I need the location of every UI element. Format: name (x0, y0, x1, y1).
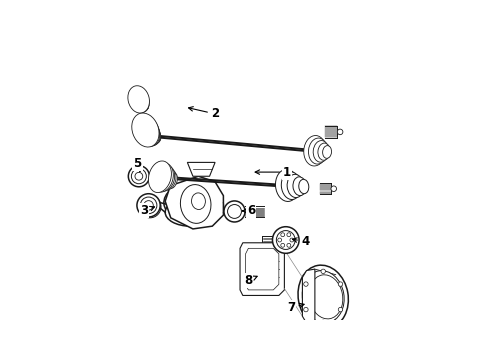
Ellipse shape (318, 143, 330, 160)
Ellipse shape (322, 145, 332, 158)
Ellipse shape (157, 166, 175, 191)
Ellipse shape (180, 185, 211, 223)
Circle shape (331, 186, 337, 192)
Ellipse shape (309, 275, 343, 319)
Text: 3: 3 (140, 204, 154, 217)
Text: 6: 6 (243, 204, 255, 217)
Ellipse shape (227, 204, 242, 219)
Circle shape (321, 320, 325, 325)
Ellipse shape (299, 179, 309, 194)
Ellipse shape (164, 182, 222, 221)
Circle shape (304, 282, 308, 286)
Circle shape (338, 282, 343, 286)
Text: 4: 4 (293, 235, 309, 248)
Circle shape (321, 269, 325, 274)
Ellipse shape (272, 227, 299, 253)
Ellipse shape (152, 163, 173, 192)
Ellipse shape (313, 140, 329, 162)
Ellipse shape (281, 172, 301, 199)
Circle shape (287, 243, 291, 247)
Ellipse shape (148, 161, 172, 193)
Ellipse shape (144, 201, 153, 210)
Ellipse shape (139, 196, 161, 218)
Circle shape (281, 243, 285, 247)
Ellipse shape (162, 169, 176, 190)
Polygon shape (187, 162, 215, 176)
Ellipse shape (224, 201, 245, 222)
Ellipse shape (167, 172, 177, 189)
Ellipse shape (298, 265, 348, 329)
Polygon shape (302, 269, 315, 325)
Circle shape (278, 238, 282, 242)
Text: 1: 1 (255, 166, 291, 179)
Ellipse shape (136, 94, 149, 111)
Ellipse shape (128, 86, 149, 113)
Circle shape (337, 129, 343, 135)
Ellipse shape (128, 166, 149, 187)
Text: 5: 5 (133, 157, 142, 171)
Ellipse shape (192, 193, 205, 210)
Polygon shape (240, 243, 284, 296)
Text: 7: 7 (287, 301, 304, 314)
Ellipse shape (146, 124, 160, 144)
Ellipse shape (304, 135, 326, 166)
Ellipse shape (141, 120, 160, 145)
Text: 2: 2 (189, 107, 219, 120)
Ellipse shape (276, 231, 295, 249)
Circle shape (287, 233, 291, 237)
Ellipse shape (140, 197, 157, 214)
Ellipse shape (132, 90, 149, 112)
Polygon shape (165, 176, 223, 229)
Ellipse shape (135, 172, 143, 180)
Ellipse shape (287, 174, 304, 198)
Circle shape (290, 238, 294, 242)
Ellipse shape (131, 169, 147, 184)
Ellipse shape (309, 138, 327, 164)
Text: 8: 8 (244, 274, 257, 287)
Ellipse shape (136, 116, 160, 147)
Ellipse shape (165, 198, 215, 226)
Ellipse shape (140, 98, 149, 110)
Circle shape (304, 307, 308, 312)
Ellipse shape (150, 128, 161, 143)
Ellipse shape (302, 271, 344, 323)
Circle shape (281, 233, 285, 237)
Ellipse shape (132, 113, 159, 147)
Polygon shape (245, 248, 279, 290)
Ellipse shape (275, 169, 299, 202)
Ellipse shape (137, 194, 160, 217)
Ellipse shape (293, 177, 306, 195)
Circle shape (338, 307, 343, 312)
